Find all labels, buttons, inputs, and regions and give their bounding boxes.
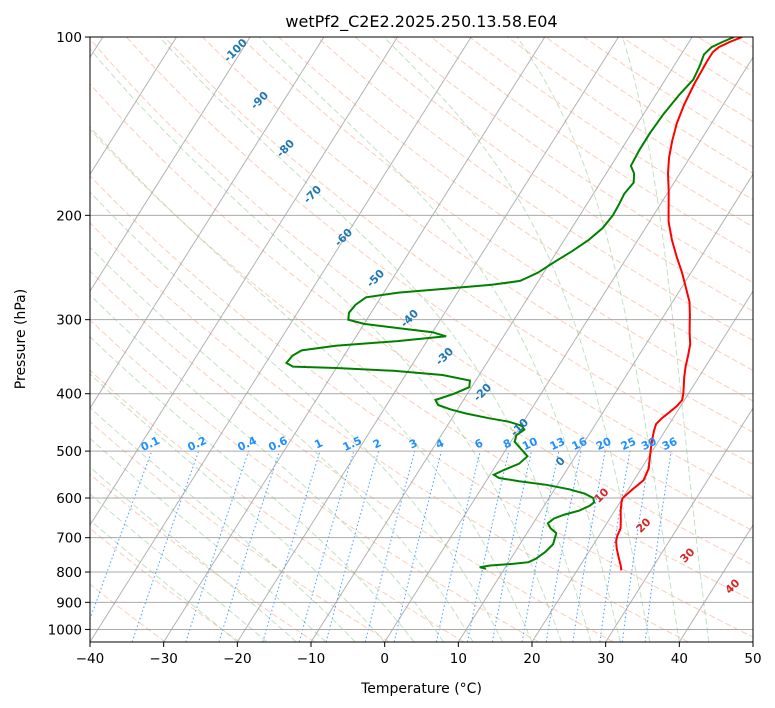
dry-adiabat-line [90,319,540,642]
moist-adiabat-line [516,37,680,642]
x-tick-label: −40 [76,651,105,667]
y-tick-label: 700 [56,531,82,547]
y-tick-label: 300 [56,313,82,329]
moist-adiabat-line [90,294,445,642]
moist-adiabat-line [622,37,710,642]
mixing-ratio-label: 10 [520,435,540,453]
temperature-profile-line [615,37,743,571]
dry-adiabat-line [90,369,465,642]
chart-title: wetPf2_C2E2.2025.250.13.58.E04 [285,12,557,32]
mixing-ratio-label: 16 [570,435,590,453]
moist-adiabat-line [90,246,474,642]
mixing-ratio-line [599,451,631,642]
x-tick-label: 20 [523,651,540,667]
dry-adiabat-line [125,37,753,498]
x-tick-label: 30 [597,651,614,667]
isotherm-line [163,37,546,642]
isotherm-line [236,37,619,642]
y-tick-label: 500 [56,444,82,460]
dry-adiabat-line [90,38,753,532]
dry-adiabat-line [278,37,753,371]
y-tick-label: 200 [56,208,82,224]
profile-lines [284,37,743,571]
mixing-ratio-label: 25 [619,435,638,453]
isotherm-line [310,37,693,642]
moist-adiabat-line [90,437,327,642]
y-tick-label: 100 [56,30,82,46]
dry-adiabat-line [90,420,390,642]
mixing-ratio-line [325,450,380,642]
dry-adiabat-line [240,37,753,402]
mixing-ratio-label: 36 [660,435,680,453]
x-tick-label: 50 [744,651,761,667]
mixing-ratio-line [262,450,321,642]
mixing-ratio-line [644,451,672,642]
grid-lines [90,37,753,642]
moist-adiabat-line [90,493,268,642]
y-tick-label: 400 [56,387,82,403]
moist-adiabat-line [159,37,592,642]
moist-adiabat-line [383,37,651,642]
plot-frame [89,36,754,643]
y-axis: 100 200 300 400 500 600 700 800 900 1000 [48,30,90,638]
y-tick-label: 600 [56,491,82,507]
dewpoint-profile-line [284,37,735,570]
isotherm-line [90,37,398,527]
isotherm-line [457,173,753,642]
moist-adiabat-line [90,126,533,642]
dry-adiabat-line [392,37,753,284]
x-tick-label: 40 [671,651,688,667]
moist-adiabat-line [90,519,238,642]
x-axis: −40 −30 −20 −10 0 10 20 30 40 50 [76,642,762,667]
mixing-ratio-line [218,450,280,642]
moist-adiabat-line [90,191,503,642]
isotherm-line [752,641,753,642]
mixing-ratio-label: 13 [548,435,567,453]
background-lines [90,37,753,642]
moist-adiabat-line [90,373,386,642]
isotherm-line [384,56,753,642]
y-tick-label: 900 [56,595,82,611]
isotherm-line [678,524,753,642]
dry-adiabat-line [90,270,614,642]
y-tick-label: 800 [56,565,82,581]
isotherm-line [90,37,472,642]
dry-adiabat-line [90,473,315,642]
x-axis-label: Temperature (°C) [360,681,482,697]
moist-adiabat-line [90,48,562,642]
dry-adiabat-line [90,128,753,602]
dry-adiabat-line [164,37,753,465]
x-tick-label: −10 [297,651,326,667]
isotherm-line [90,37,325,410]
x-tick-label: 0 [380,651,389,667]
isotherm-line [90,37,251,293]
y-tick-label: 1000 [48,622,82,638]
moist-adiabat-line [90,466,297,642]
mixing-ratio-line [298,450,355,642]
x-tick-label: 10 [450,651,467,667]
isotherm-line [90,37,177,176]
mixing-ratio-line [467,450,510,642]
mixing-ratio-label: 30 [639,435,659,453]
isotherm-line [531,290,753,642]
isotherm-line [605,407,753,642]
x-tick-label: −20 [223,651,252,667]
mixing-ratio-line [435,450,481,642]
mixing-ratio-line [621,451,651,642]
mixing-ratio-line [185,450,250,642]
dry-adiabat-line [90,83,753,566]
dry-adiabat-line [90,527,241,642]
x-tick-label: −30 [149,651,178,667]
dry-adiabat-line [316,37,753,342]
dry-adiabat-line [354,37,753,312]
dry-adiabat-line [90,222,689,642]
moist-adiabat-line [90,406,356,642]
mixing-ratio-line [364,450,416,642]
mixing-ratio-label: 20 [594,435,614,453]
y-axis-label: Pressure (hPa) [13,289,29,389]
